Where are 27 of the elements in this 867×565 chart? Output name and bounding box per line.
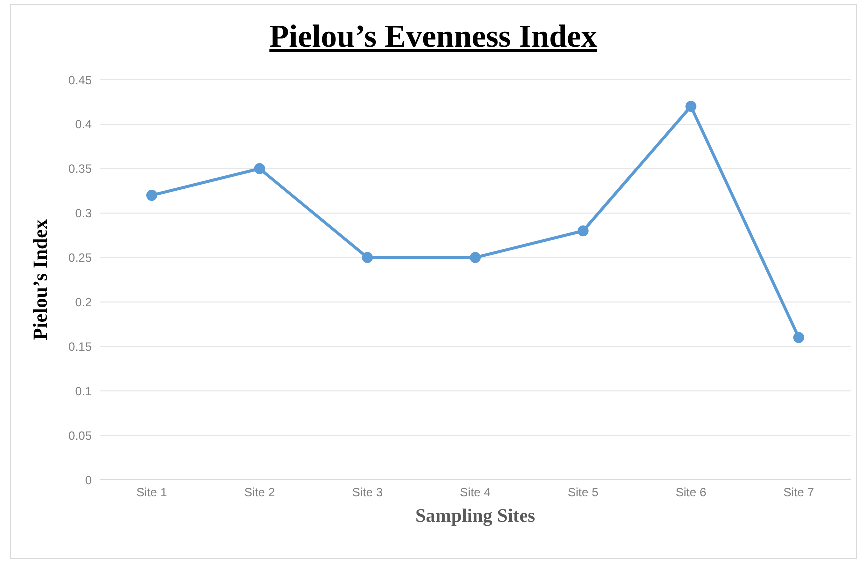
- y-tick-label: 0.3: [75, 206, 92, 221]
- x-tick-label: Site 5: [568, 486, 599, 500]
- x-tick-label: Site 6: [676, 486, 707, 500]
- x-tick-label: Site 7: [784, 486, 815, 500]
- y-tick-label: 0.15: [68, 340, 92, 354]
- x-axis-title: Sampling Sites: [416, 506, 536, 527]
- point: [794, 332, 804, 344]
- y-tick-label: 0.4: [75, 118, 92, 132]
- point: [146, 190, 158, 202]
- y-tick-label: 0: [85, 473, 92, 488]
- point: [470, 252, 481, 264]
- point: [254, 163, 266, 174]
- y-tick-label: 0.1: [75, 384, 92, 398]
- y-tick-label: 0.25: [68, 251, 92, 266]
- y-tick-label: 0.45: [68, 73, 92, 88]
- x-tick-label: Site 3: [352, 486, 384, 500]
- x-tick-label: Site 4: [460, 486, 492, 500]
- y-tick-label: 0.35: [68, 162, 92, 176]
- point: [362, 252, 374, 264]
- x-tick-label: Site 2: [244, 486, 276, 500]
- point: [578, 226, 589, 237]
- chart-title: Pielou’s Evenness Index: [268, 18, 598, 55]
- x-tick-label: Site 1: [136, 486, 168, 500]
- point: [686, 101, 697, 112]
- y-tick-label: 0.05: [68, 428, 92, 443]
- y-tick-label: 0.2: [75, 295, 92, 310]
- y-axis-title: Pielou’s Index: [30, 220, 52, 340]
